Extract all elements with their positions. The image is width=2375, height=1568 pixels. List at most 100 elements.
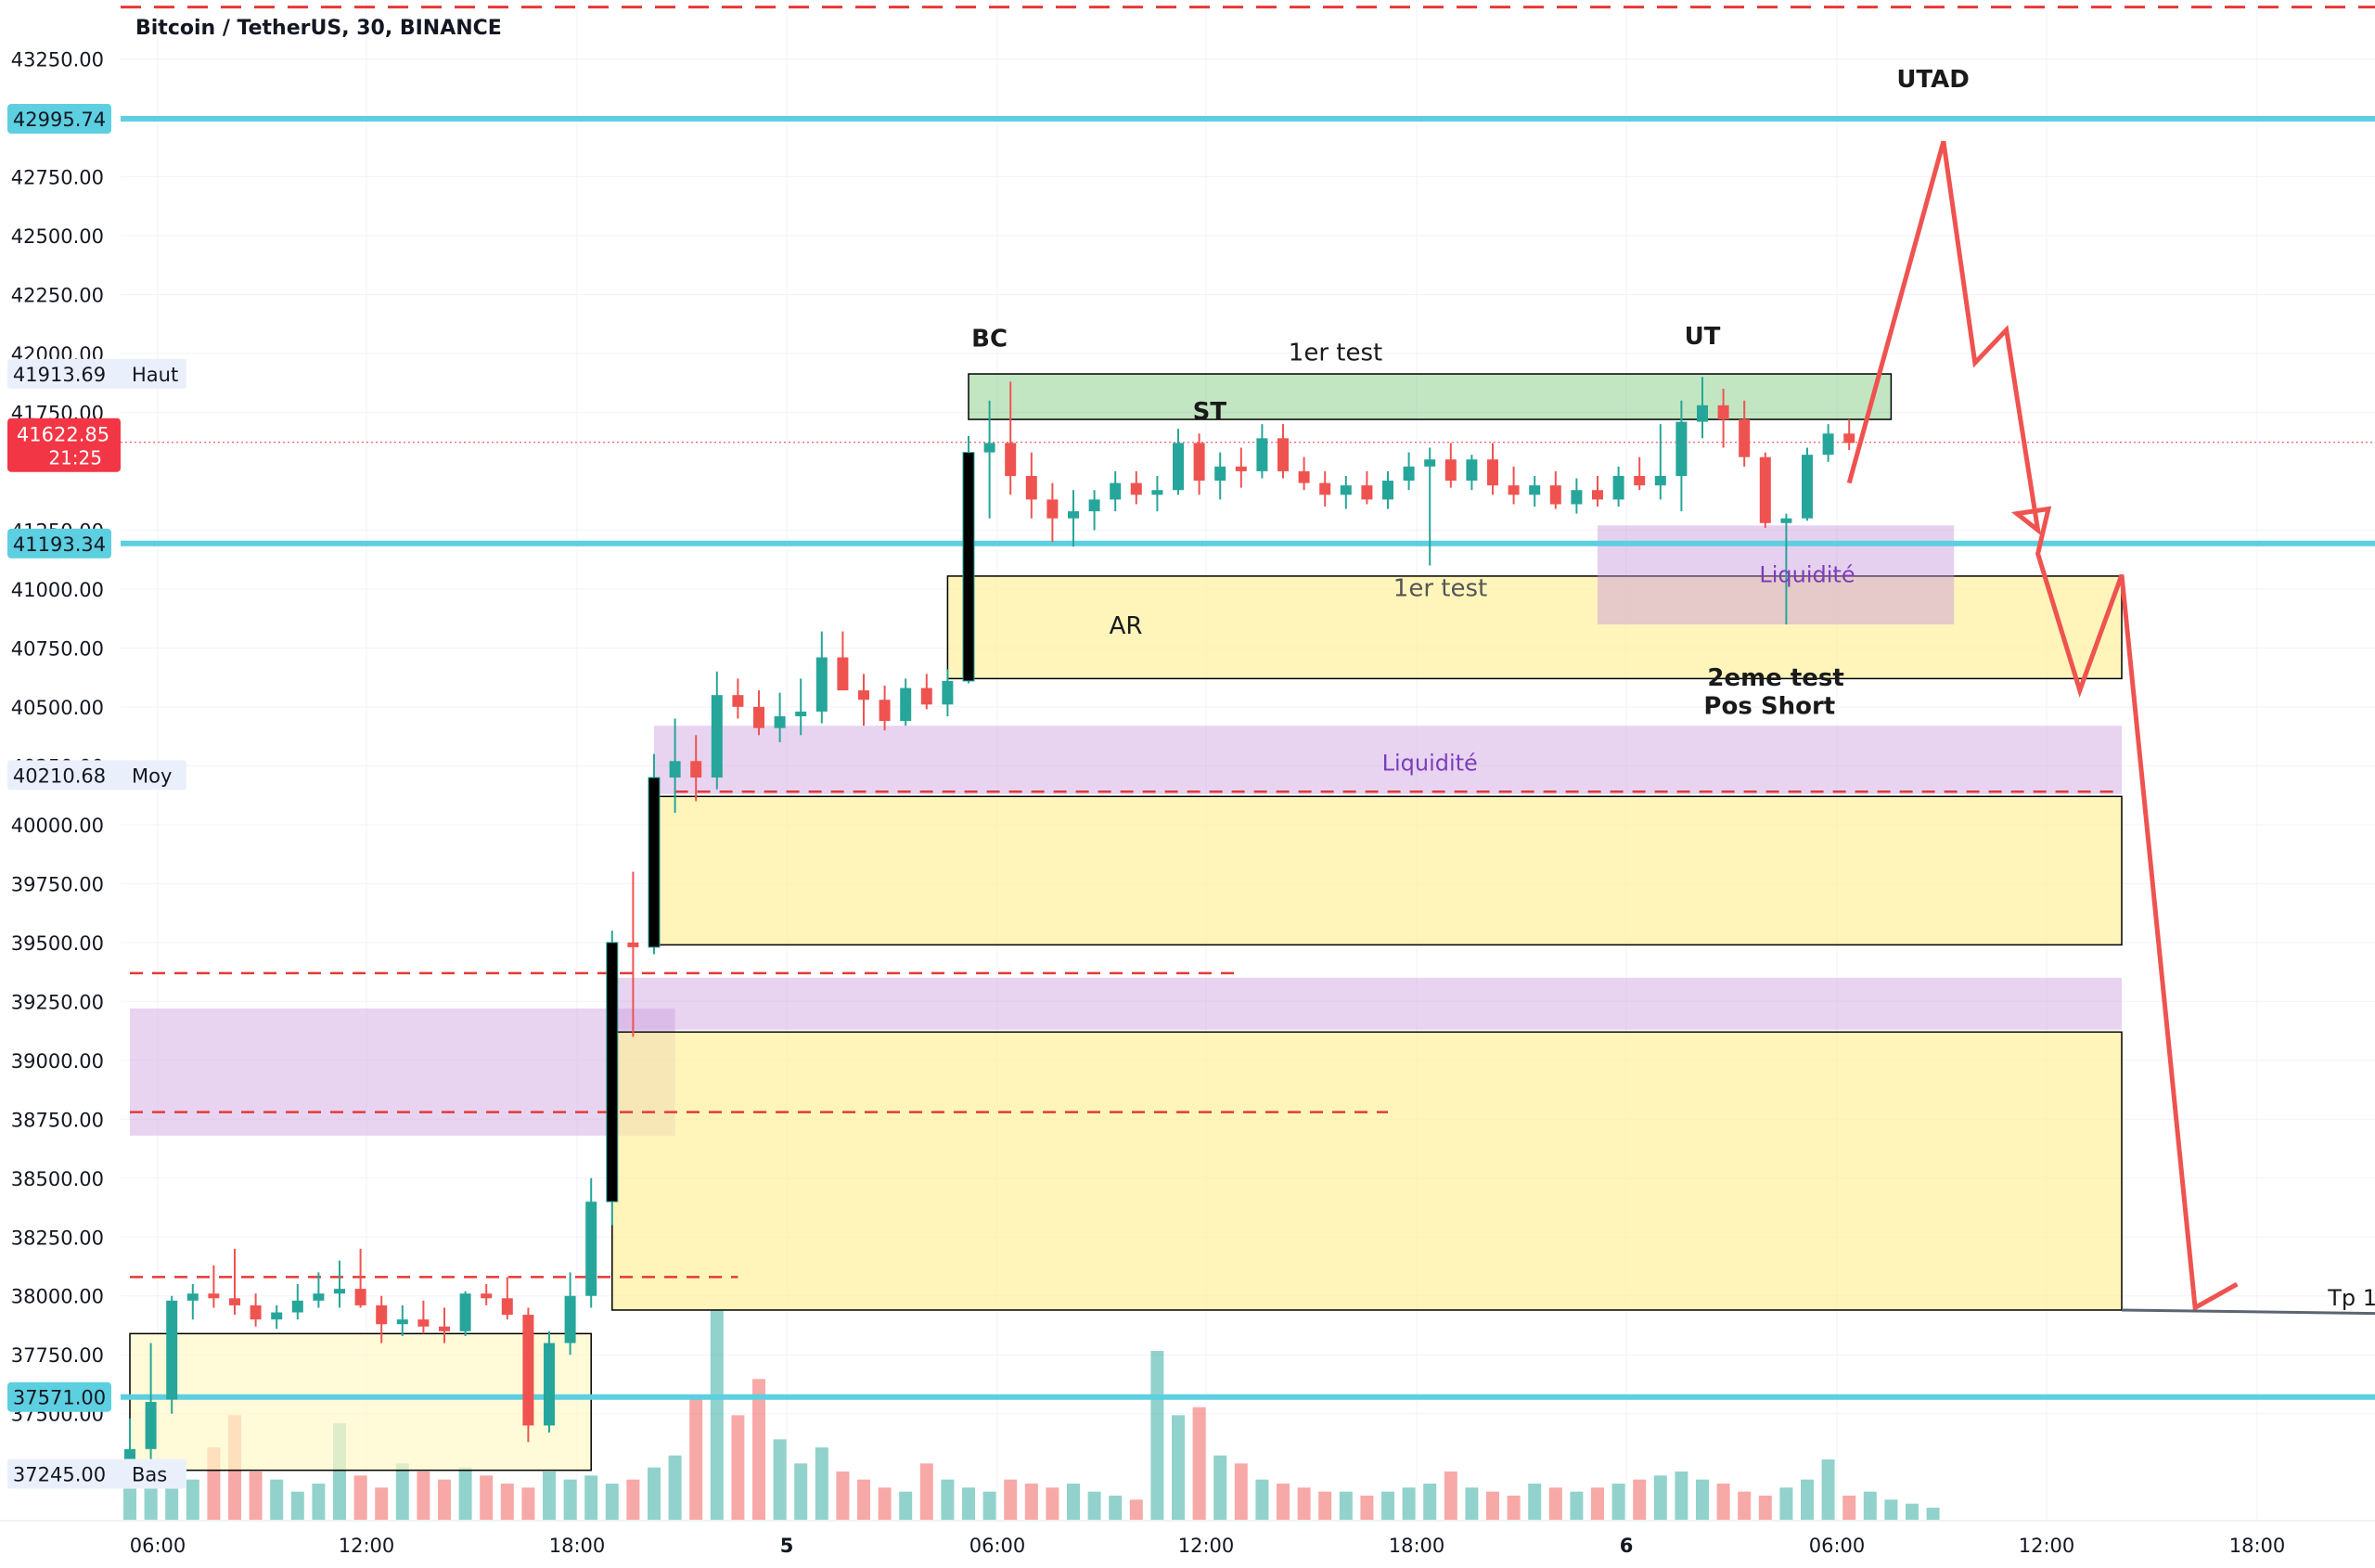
candle-body — [1424, 459, 1436, 467]
volume-bar — [794, 1463, 808, 1520]
volume-bar — [480, 1475, 494, 1520]
volume-bar — [1758, 1496, 1772, 1520]
price-tick-label: 42750.00 — [11, 166, 104, 188]
stat-label: Moy — [132, 765, 172, 787]
price-tick-label: 38250.00 — [11, 1227, 104, 1249]
candle-body — [1088, 499, 1100, 512]
volume-bar — [1633, 1479, 1647, 1520]
price-tick-label: 39000.00 — [11, 1050, 104, 1073]
stat-badge[interactable] — [7, 760, 186, 790]
volume-bar — [878, 1487, 892, 1520]
liquidity-zone[interactable] — [654, 726, 2122, 794]
volume-bar — [312, 1484, 326, 1520]
liquidity-zone[interactable] — [611, 977, 2122, 1030]
candle-body — [1802, 455, 1813, 519]
range-zone[interactable] — [129, 1332, 592, 1472]
candle-body — [1759, 456, 1771, 523]
volume-bar — [1821, 1459, 1835, 1520]
zones[interactable] — [129, 373, 2123, 1472]
volume-bar — [626, 1479, 640, 1520]
volume-bar — [941, 1479, 955, 1520]
candle-body — [481, 1293, 493, 1299]
accumulation-zone[interactable] — [968, 373, 1893, 420]
volume-bar — [1926, 1508, 1940, 1520]
overlays[interactable] — [1846, 140, 2375, 1316]
volume-bar — [815, 1447, 828, 1520]
candle-body — [1487, 459, 1498, 486]
candle-body — [439, 1326, 450, 1331]
volume-bar — [1360, 1496, 1374, 1520]
volume-bar — [752, 1379, 765, 1520]
volume-bar — [1046, 1487, 1059, 1520]
stat-badge[interactable] — [7, 358, 186, 389]
price-badge[interactable] — [7, 528, 111, 559]
candle-body — [1298, 470, 1310, 483]
range-zone[interactable] — [653, 795, 2123, 946]
price-tick-label: 39250.00 — [11, 991, 104, 1013]
candle-body — [1529, 485, 1541, 495]
candle-body — [962, 452, 975, 682]
volume-bar — [500, 1484, 514, 1520]
candle-body — [334, 1289, 345, 1294]
current-price-badge[interactable] — [7, 418, 121, 472]
time-tick-label: 12:00 — [339, 1535, 395, 1557]
target-line[interactable] — [2121, 1308, 2375, 1316]
candle-body — [501, 1298, 513, 1316]
annotation-label: 1er test — [1393, 575, 1487, 603]
volume-bar — [417, 1472, 430, 1520]
volume-bar — [1339, 1491, 1353, 1520]
time-tick-label: 18:00 — [2229, 1535, 2286, 1557]
volume-bar — [648, 1467, 661, 1520]
candles — [124, 377, 1855, 1471]
stat-badge[interactable] — [7, 1459, 186, 1489]
time-tick-label: 6 — [1620, 1535, 1634, 1557]
price-tick-label: 38750.00 — [11, 1109, 104, 1131]
volume-bar — [857, 1479, 870, 1520]
range-zone[interactable] — [946, 575, 2123, 680]
volume-bar — [1234, 1463, 1248, 1520]
candle-body — [522, 1315, 534, 1426]
candle-body — [983, 443, 995, 453]
time-tick-label: 5 — [780, 1535, 794, 1557]
price-badge[interactable] — [7, 1382, 111, 1412]
volume-bar — [270, 1479, 284, 1520]
range-zone[interactable] — [611, 1031, 2123, 1311]
candle-body — [837, 657, 849, 691]
time-axis-bg — [0, 1520, 2375, 1568]
candle-body — [1739, 419, 1751, 457]
volume-bar — [521, 1487, 535, 1520]
projection-path[interactable] — [1846, 140, 2239, 1312]
volume-bar — [1024, 1484, 1038, 1520]
candle-body — [1151, 490, 1163, 495]
candle-body — [229, 1298, 240, 1305]
volume-bar — [1087, 1491, 1101, 1520]
candle-body — [1214, 466, 1226, 482]
liquidity-zone[interactable] — [130, 1008, 675, 1137]
candle-body — [291, 1300, 303, 1313]
candle-body — [1654, 475, 1666, 486]
candle-body — [732, 695, 744, 707]
volume-bars — [123, 1310, 1940, 1520]
candle-body — [1025, 475, 1037, 500]
candle-body — [1110, 482, 1122, 500]
candle-body — [250, 1305, 262, 1320]
candle-body — [1444, 459, 1457, 482]
candle-body — [1319, 482, 1331, 495]
volume-bar — [982, 1491, 996, 1520]
candle-body — [145, 1402, 157, 1449]
volume-bar — [773, 1439, 787, 1520]
annotation-label: 1er test — [1289, 340, 1382, 367]
volume-bar — [1213, 1455, 1227, 1520]
time-axis[interactable]: 06:00 12:00 18:00 5 06:00 12:00 18:00 6 06:00 12:… — [0, 1520, 2375, 1568]
volume-bar — [1150, 1351, 1164, 1520]
candle-body — [1130, 482, 1142, 495]
stat-value: 40210.68 — [13, 765, 106, 787]
candle-body — [1592, 490, 1603, 500]
price-badge[interactable] — [7, 104, 111, 135]
price-badge-value: 37571.00 — [13, 1387, 106, 1409]
price-tick-label: 39750.00 — [11, 873, 104, 895]
horizontal-levels[interactable] — [121, 6, 2375, 1400]
candle-body — [417, 1319, 430, 1327]
price-axis[interactable]: 37500.0037750.0038000.0038250.0038500.00… — [0, 0, 186, 1568]
